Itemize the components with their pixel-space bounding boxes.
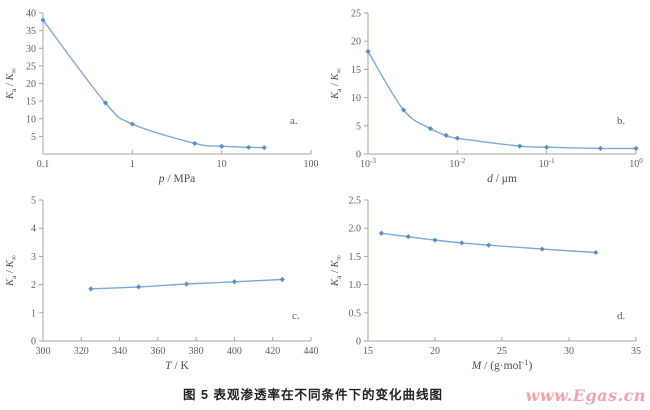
figure-caption: 图 5 表观渗透率在不同条件下的变化曲线图 [183,388,443,402]
tick-labels-d: 0 0.5 1.0 1.5 2.0 2.5 15 20 25 30 35 [349,196,642,358]
y-axis-label-d: Ka / K∞ [330,255,343,287]
tick-labels-c: 0 1 2 3 4 5 300 320 340 360 380 400 420 440 [31,196,319,358]
x-axis-label-a: p / MPa [158,173,195,185]
x-axis-label-d: M / (g·mol-1) [471,358,533,372]
svg-text:30: 30 [564,346,574,357]
svg-text:35: 35 [26,26,36,37]
svg-text:0.5: 0.5 [349,308,362,319]
x-axis-label-c: T / K [165,360,189,372]
axes-a [39,12,312,155]
tick-labels-a: 5 10 15 20 25 30 35 40 0.1 1 10 100 [26,9,319,171]
svg-text:5: 5 [356,121,361,132]
axes-b [364,12,637,155]
svg-text:30: 30 [26,44,36,55]
chart-d-molar-mass: 0 0.5 1.0 1.5 2.0 2.5 15 20 25 30 35 M / (g·mol-1) K… [330,196,642,373]
svg-text:25: 25 [26,61,36,72]
svg-text:420: 420 [265,346,280,357]
svg-text:20: 20 [26,79,36,90]
svg-text:360: 360 [150,346,165,357]
svg-text:25: 25 [497,346,507,357]
svg-text:15: 15 [26,97,36,108]
chart-c-temperature: 0 1 2 3 4 5 300 320 340 360 380 400 420 440 T / K Ka / … [5,196,319,373]
series-markers-d [378,230,599,256]
svg-text:400: 400 [227,346,242,357]
svg-text:380: 380 [189,346,204,357]
svg-text:25: 25 [351,9,361,20]
svg-text:2.0: 2.0 [349,224,362,235]
svg-text:10: 10 [26,114,36,125]
svg-text:300: 300 [36,346,51,357]
panel-tag-c: c. [292,310,300,322]
svg-text:40: 40 [26,9,36,20]
panel-tag-d: d. [617,310,626,322]
svg-text:0: 0 [31,337,36,348]
series-markers-c [88,276,285,292]
svg-text:4: 4 [31,224,36,235]
svg-text:2.5: 2.5 [349,196,362,207]
svg-text:35: 35 [631,346,641,357]
svg-text:0: 0 [356,150,361,161]
series-line-a [42,19,265,149]
series-markers-b [365,48,639,151]
svg-text:5: 5 [31,132,36,143]
panel-tag-b: b. [617,115,626,127]
svg-text:1: 1 [130,159,135,170]
svg-text:5: 5 [31,196,36,207]
svg-text:20: 20 [430,346,440,357]
svg-text:0: 0 [356,337,361,348]
y-axis-label-a: Ka / K∞ [5,68,18,100]
svg-text:3: 3 [31,252,36,263]
svg-text:100: 100 [629,157,643,170]
svg-text:10: 10 [351,93,361,104]
svg-text:15: 15 [351,65,361,76]
svg-text:10-2: 10-2 [449,157,465,170]
axes-c [39,199,312,342]
svg-text:320: 320 [74,346,89,357]
series-line-b [367,51,637,150]
svg-text:10: 10 [217,159,227,170]
svg-text:1.0: 1.0 [349,280,362,291]
watermark: www.Egas.cn [525,386,646,405]
svg-text:10-1: 10-1 [539,157,555,170]
axes-d [364,199,637,342]
svg-text:15: 15 [363,346,373,357]
panel-tag-a: a. [290,115,298,127]
x-axis-label-b: d / μm [487,173,517,185]
svg-text:20: 20 [351,37,361,48]
y-axis-label-c: Ka / K∞ [5,255,18,287]
svg-text:1: 1 [31,308,36,319]
svg-text:340: 340 [112,346,127,357]
svg-text:10-3: 10-3 [360,157,376,170]
svg-text:0.1: 0.1 [37,159,50,170]
series-markers-a [40,17,267,151]
y-axis-label-b: Ka / K∞ [330,68,343,100]
chart-a-pressure: 5 10 15 20 25 30 35 40 0.1 1 10 100 p / MPa Ka / K∞ a. [5,9,319,186]
svg-text:100: 100 [304,159,319,170]
tick-labels-b: 0 5 10 15 20 25 10-3 10-2 10-1 100 [351,9,643,171]
svg-text:440: 440 [304,346,319,357]
chart-b-pore-diameter: 0 5 10 15 20 25 10-3 10-2 10-1 100 d / μm Ka / K∞ b. [330,9,643,186]
svg-text:1.5: 1.5 [349,252,362,263]
svg-text:2: 2 [31,280,36,291]
